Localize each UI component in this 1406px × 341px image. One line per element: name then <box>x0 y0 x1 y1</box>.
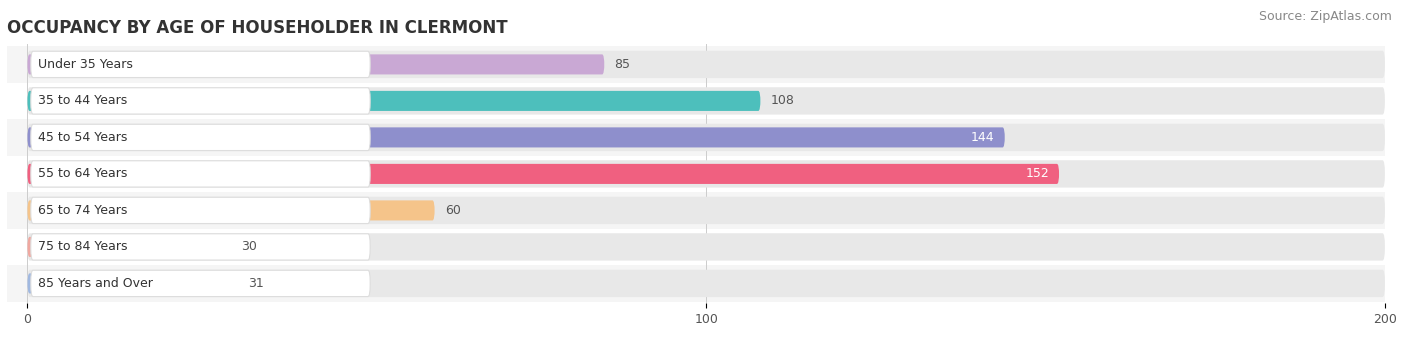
FancyBboxPatch shape <box>27 270 1385 297</box>
Text: 45 to 54 Years: 45 to 54 Years <box>38 131 127 144</box>
Text: OCCUPANCY BY AGE OF HOUSEHOLDER IN CLERMONT: OCCUPANCY BY AGE OF HOUSEHOLDER IN CLERM… <box>7 19 508 37</box>
FancyBboxPatch shape <box>27 273 238 294</box>
FancyBboxPatch shape <box>27 164 1059 184</box>
Text: 55 to 64 Years: 55 to 64 Years <box>38 167 127 180</box>
FancyBboxPatch shape <box>7 192 1385 229</box>
Text: 30: 30 <box>242 240 257 253</box>
FancyBboxPatch shape <box>27 233 1385 261</box>
FancyBboxPatch shape <box>7 46 1385 83</box>
FancyBboxPatch shape <box>31 197 370 224</box>
Text: 65 to 74 Years: 65 to 74 Years <box>38 204 127 217</box>
Text: 144: 144 <box>972 131 994 144</box>
FancyBboxPatch shape <box>7 265 1385 302</box>
Text: 85: 85 <box>614 58 630 71</box>
FancyBboxPatch shape <box>27 160 1385 188</box>
FancyBboxPatch shape <box>27 54 605 74</box>
Text: Source: ZipAtlas.com: Source: ZipAtlas.com <box>1258 10 1392 23</box>
FancyBboxPatch shape <box>7 229 1385 265</box>
FancyBboxPatch shape <box>27 197 1385 224</box>
Text: 60: 60 <box>444 204 461 217</box>
FancyBboxPatch shape <box>27 128 1005 147</box>
FancyBboxPatch shape <box>31 124 370 150</box>
FancyBboxPatch shape <box>27 87 1385 115</box>
Text: 85 Years and Over: 85 Years and Over <box>38 277 152 290</box>
FancyBboxPatch shape <box>31 51 370 77</box>
FancyBboxPatch shape <box>31 234 370 260</box>
FancyBboxPatch shape <box>7 119 1385 155</box>
Text: 152: 152 <box>1025 167 1049 180</box>
FancyBboxPatch shape <box>31 161 370 187</box>
Text: Under 35 Years: Under 35 Years <box>38 58 132 71</box>
FancyBboxPatch shape <box>31 88 370 114</box>
Text: 75 to 84 Years: 75 to 84 Years <box>38 240 127 253</box>
FancyBboxPatch shape <box>7 155 1385 192</box>
FancyBboxPatch shape <box>27 91 761 111</box>
Text: 31: 31 <box>247 277 264 290</box>
FancyBboxPatch shape <box>27 124 1385 151</box>
FancyBboxPatch shape <box>27 237 231 257</box>
FancyBboxPatch shape <box>27 51 1385 78</box>
FancyBboxPatch shape <box>7 83 1385 119</box>
FancyBboxPatch shape <box>31 270 370 297</box>
FancyBboxPatch shape <box>27 201 434 220</box>
Text: 108: 108 <box>770 94 794 107</box>
Text: 35 to 44 Years: 35 to 44 Years <box>38 94 127 107</box>
